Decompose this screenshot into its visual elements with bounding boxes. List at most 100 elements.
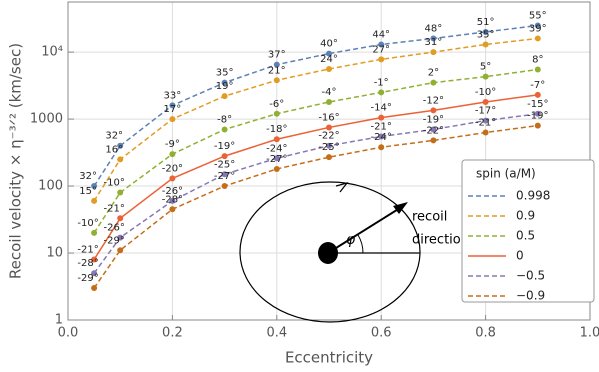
data-point xyxy=(221,126,228,133)
data-point xyxy=(91,183,98,190)
point-label: -10° xyxy=(77,218,98,229)
data-point xyxy=(378,114,385,121)
data-point xyxy=(91,285,98,292)
orbit-arrow xyxy=(335,181,349,193)
data-point xyxy=(326,98,332,105)
data-point xyxy=(534,122,541,129)
data-point xyxy=(482,98,489,105)
data-point xyxy=(482,117,489,124)
point-label: -24° xyxy=(266,143,287,154)
y-tick-label: 10 xyxy=(46,246,63,261)
series-line xyxy=(93,94,538,260)
data-point xyxy=(326,65,332,72)
point-label: -19° xyxy=(214,141,235,152)
data-point xyxy=(482,129,489,136)
data-point xyxy=(534,66,541,73)
point-label: -26° xyxy=(104,223,125,234)
data-point xyxy=(482,41,489,48)
data-point xyxy=(326,154,332,161)
data-point xyxy=(91,197,98,204)
point-label: -29° xyxy=(77,273,98,284)
point-label: -19° xyxy=(527,111,548,122)
data-point xyxy=(378,144,385,151)
point-label: -12° xyxy=(423,95,444,106)
data-point xyxy=(430,126,437,133)
data-point xyxy=(534,22,541,29)
data-point xyxy=(273,61,280,68)
point-label: -28° xyxy=(162,194,183,205)
point-label: 19° xyxy=(216,81,234,92)
recoil-arrowhead xyxy=(393,202,408,214)
data-point xyxy=(378,133,385,140)
data-point xyxy=(117,215,124,222)
data-point xyxy=(378,89,385,96)
point-label: 37° xyxy=(268,50,286,61)
x-tick-label: 1.0 xyxy=(580,326,599,341)
data-point xyxy=(169,175,176,182)
data-point xyxy=(117,142,124,149)
legend-label: 0.9 xyxy=(516,209,535,223)
data-point xyxy=(117,189,124,196)
point-label: -16° xyxy=(318,112,339,123)
point-label: -7° xyxy=(530,80,545,91)
data-point xyxy=(534,110,541,117)
x-tick-label: 0.4 xyxy=(266,326,287,341)
point-label: -19° xyxy=(423,114,444,125)
point-label: -1° xyxy=(374,77,389,88)
data-point xyxy=(430,35,437,42)
point-label: 21° xyxy=(268,65,286,76)
annotation: recoil xyxy=(412,210,447,225)
data-point xyxy=(169,151,176,158)
data-point xyxy=(534,35,541,42)
point-label: -10° xyxy=(104,178,125,189)
point-label: -26° xyxy=(162,186,183,197)
point-label: -22° xyxy=(318,131,339,142)
point-label: 8° xyxy=(532,54,543,65)
point-label: 44° xyxy=(372,29,390,40)
x-tick-label: 0.0 xyxy=(58,326,79,341)
point-label: 32° xyxy=(79,171,97,182)
angle-arc xyxy=(357,234,364,254)
point-label: 17° xyxy=(164,104,182,115)
series-line xyxy=(93,24,538,187)
point-label: -6° xyxy=(269,99,284,110)
data-point xyxy=(326,124,332,131)
data-point xyxy=(534,91,541,98)
inset-diagram: φ recoil direction xyxy=(239,181,469,323)
x-tick-label: 0.6 xyxy=(371,326,392,341)
legend-label: −0.9 xyxy=(516,289,545,303)
data-point xyxy=(273,136,280,143)
point-label: -21° xyxy=(104,203,125,214)
data-point xyxy=(326,142,332,149)
point-label: 39° xyxy=(529,23,547,34)
data-point xyxy=(378,41,385,48)
orbit xyxy=(239,181,421,323)
y-tick-label: 100 xyxy=(38,179,63,194)
point-label: -8° xyxy=(217,114,232,125)
data-point xyxy=(221,171,228,178)
point-label: -14° xyxy=(371,103,392,114)
y-tick-label: 1 xyxy=(55,313,63,328)
point-label: -4° xyxy=(322,87,337,98)
data-point xyxy=(169,102,176,109)
point-label: 2° xyxy=(428,68,439,79)
point-label: -9° xyxy=(165,139,180,150)
data-point xyxy=(117,156,124,163)
y-tick-label: 1000 xyxy=(30,112,63,127)
angle-label: φ xyxy=(346,232,356,248)
data-point xyxy=(221,93,228,100)
data-point xyxy=(169,197,176,204)
data-point xyxy=(430,107,437,114)
point-label: 40° xyxy=(320,39,338,50)
point-label: -17° xyxy=(475,106,496,117)
point-label: 55° xyxy=(529,10,547,21)
data-point xyxy=(169,206,176,213)
x-tick-label: 0.8 xyxy=(475,326,496,341)
legend-label: 0 xyxy=(516,249,524,263)
recoil-arrow xyxy=(327,207,401,254)
data-point xyxy=(430,79,437,86)
point-label: 15° xyxy=(79,186,97,197)
point-label: -25° xyxy=(214,159,235,170)
data-point xyxy=(482,73,489,80)
